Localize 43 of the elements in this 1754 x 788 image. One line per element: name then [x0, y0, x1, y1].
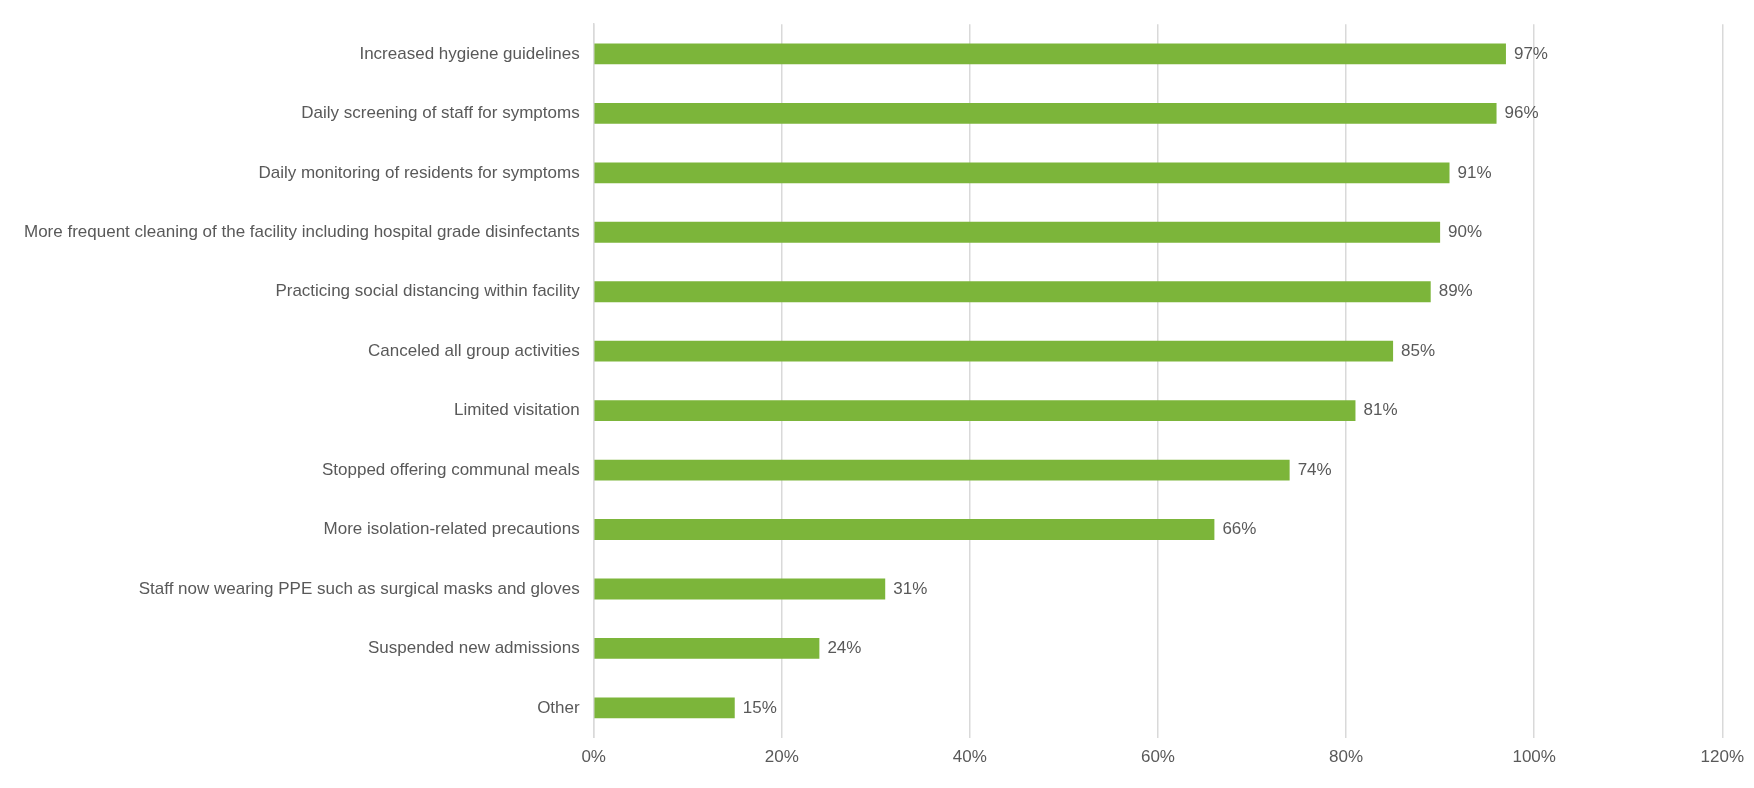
y-tick-label: Daily monitoring of residents for symptoms: [258, 162, 580, 182]
bar: [594, 578, 886, 600]
x-tick-label: 20%: [764, 747, 799, 767]
x-tick-label: 80%: [1329, 747, 1364, 767]
data-label: 91%: [1457, 162, 1492, 182]
y-tick-label: Limited visitation: [453, 400, 580, 420]
data-label: 90%: [1448, 221, 1483, 241]
x-tick-label: 120%: [1700, 747, 1744, 767]
bar: [594, 638, 820, 659]
y-tick-label: Canceled all group activities: [367, 340, 580, 360]
bar: [594, 697, 735, 719]
x-tick-label: 40%: [952, 747, 987, 767]
bar: [594, 221, 1441, 243]
bar: [594, 400, 1356, 422]
bar: [594, 459, 1290, 481]
y-tick-label: Practicing social distancing within facility: [275, 281, 581, 301]
data-label: 15%: [742, 697, 777, 717]
data-label: 74%: [1297, 459, 1332, 479]
bar: [594, 162, 1450, 184]
x-tick-label: 60%: [1140, 747, 1175, 767]
bar: [594, 102, 1497, 124]
data-label: 66%: [1222, 519, 1257, 539]
data-label: 96%: [1504, 103, 1539, 123]
x-tick-label: 100%: [1512, 747, 1556, 767]
y-tick-label: Other: [537, 697, 580, 717]
data-label: 97%: [1513, 43, 1548, 63]
y-tick-label: More frequent cleaning of the facility including hospital grade disinfectants: [23, 221, 580, 241]
x-tick-label: 0%: [581, 747, 606, 767]
y-tick-label: More isolation-related precautions: [323, 519, 580, 539]
bar: [594, 340, 1394, 362]
y-tick-label: Increased hygiene guidelines: [359, 43, 580, 63]
bar: [594, 281, 1431, 303]
bar: [594, 519, 1215, 540]
y-tick-label: Stopped offering communal meals: [321, 459, 580, 479]
bar: [594, 43, 1506, 65]
y-tick-label: Staff now wearing PPE such as surgical masks and gloves: [138, 578, 580, 598]
data-label: 85%: [1401, 340, 1436, 360]
data-label: 89%: [1438, 281, 1473, 301]
data-label: 31%: [893, 578, 928, 598]
data-label: 24%: [827, 638, 862, 658]
y-tick-label: Suspended new admissions: [367, 638, 580, 658]
data-label: 81%: [1363, 400, 1398, 420]
y-tick-label: Daily screening of staff for symptoms: [301, 103, 580, 123]
